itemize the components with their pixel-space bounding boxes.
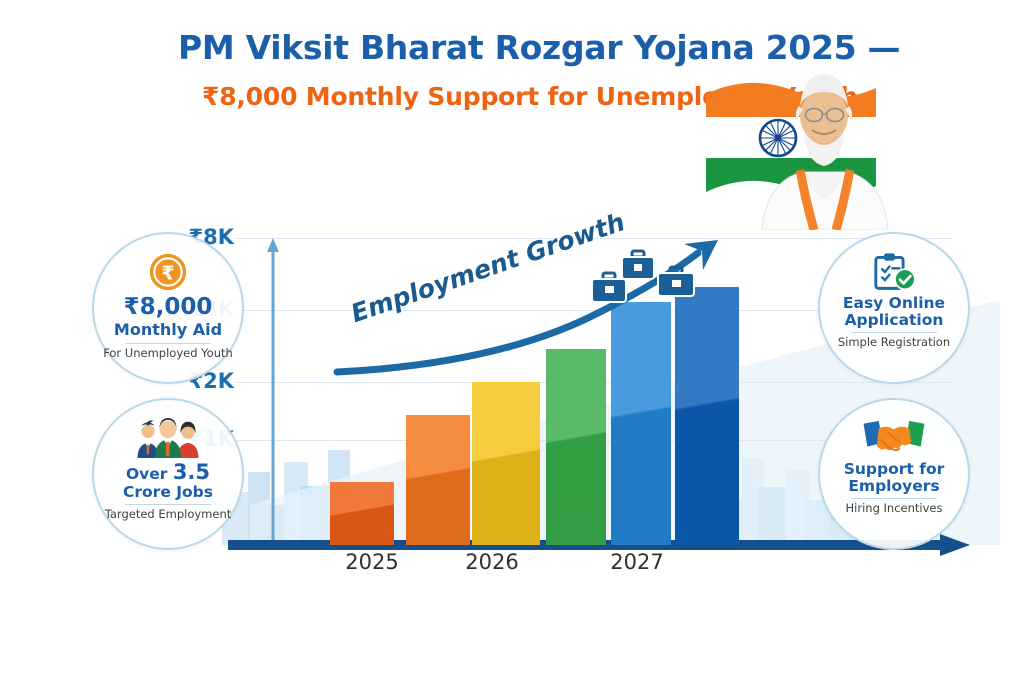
page-title: PM Viksit Bharat Rozgar Yojana 2025 — [178,28,901,67]
bubble-title-monthly-aid: Monthly Aid [113,319,223,339]
rupee-coin-icon: ₹ [149,253,187,291]
briefcase-icon-2 [592,271,627,303]
bar-2025-h1 [330,482,394,545]
info-bubble-support-for-employers[interactable]: Support for Employers Hiring Incentives [818,398,970,550]
bubble-subtitle-crore-jobs: Targeted Employment [104,507,232,522]
y-axis-arrowhead [267,238,279,252]
x-axis-tick-2026: 2026 [465,550,519,574]
bubble-subtitle-monthly-aid: For Unemployed Youth [103,345,233,360]
handshake-icon [863,420,925,452]
svg-text:₹: ₹ [161,261,174,284]
gridline-8k [236,238,952,239]
info-bubble-easy-online-application[interactable]: Easy Online Application Simple Registrat… [818,232,970,384]
poster-header: PM Viksit Bharat Rozgar Yojana 2025 — ₹8… [0,0,1024,230]
bar-2027-h1 [611,302,671,545]
bubble-divider [125,342,211,344]
bubble-divider [851,332,937,334]
briefcase-icon-1 [621,249,655,280]
portrait-figure [761,74,889,230]
x-axis-tick-2025: 2025 [345,550,399,574]
bubble-subtitle-support-for-employers: Hiring Incentives [845,501,943,516]
clipboard-check-icon [874,253,916,291]
crore-jobs-pre: Over [125,465,173,483]
crore-jobs-post: Crore Jobs [123,482,213,501]
bubble-title-easy-online-application: Easy Online Application [842,294,946,329]
crore-jobs-number: 3.5 [172,460,211,484]
briefcase-icons [592,249,695,303]
info-bubble-monthly-aid[interactable]: ₹ ₹8,000 Monthly Aid For Unemployed Yout… [92,232,244,384]
people-group-icon [137,418,199,458]
info-bubble-crore-jobs[interactable]: Over 3.5 Crore Jobs Targeted Employment [92,398,244,550]
bubble-title-support-for-employers: Support for Employers [843,460,945,495]
bubble-title-amount: ₹8,000 [123,294,213,320]
bar-2025-h2 [406,415,470,545]
bubble-subtitle-easy-online-application: Simple Registration [837,335,951,350]
x-axis-tick-2027: 2027 [610,550,664,574]
bubble-divider [125,504,211,506]
pm-portrait-with-indian-flag [706,74,889,230]
bubble-title-crore-jobs: Over 3.5 Crore Jobs [94,461,242,500]
bubble-divider [851,498,937,500]
bar-2026-h2 [546,349,606,545]
bar-2026-h1 [472,382,540,545]
briefcase-icon-3 [657,265,695,297]
